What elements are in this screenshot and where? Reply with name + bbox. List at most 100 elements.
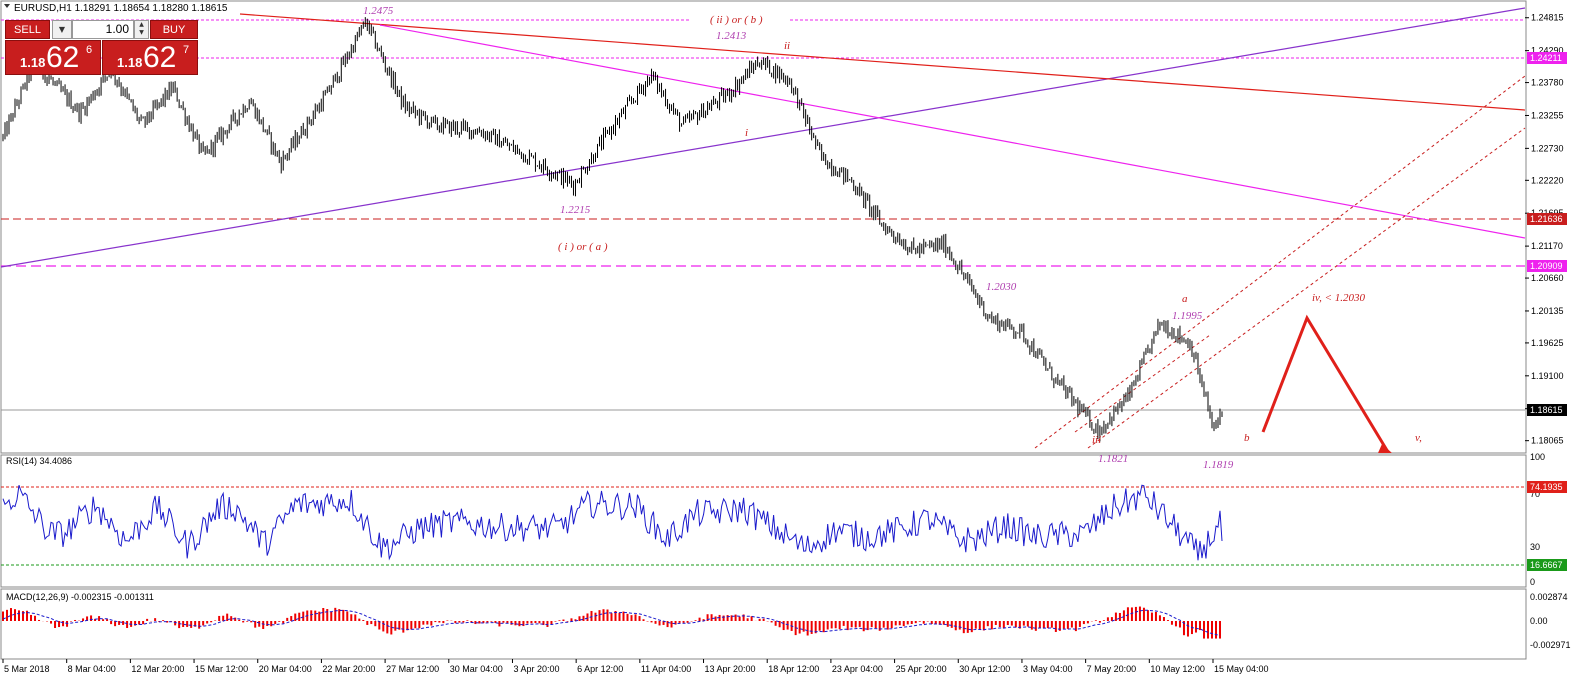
- annotation-1-2215: 1.2215: [560, 204, 591, 216]
- rsi-tag-upper-bg: [1527, 481, 1567, 493]
- macd-tick-bottom: -0.002971: [1530, 640, 1571, 650]
- rsi-tag-upper: 74.1935: [1530, 482, 1563, 492]
- price-tick-label: 1.22220: [1531, 175, 1564, 185]
- price-tag-121636-bg: [1527, 213, 1567, 225]
- volume-spinner[interactable]: ▲ ▼: [134, 20, 149, 39]
- buy-button[interactable]: BUY: [150, 20, 198, 39]
- price-tick-label: 1.22730: [1531, 143, 1564, 153]
- buy-price-sup: 7: [183, 44, 190, 56]
- price-tick-label: 1.19100: [1531, 371, 1564, 381]
- buy-price-prefix: 1.18: [117, 55, 143, 70]
- price-tag-120909: 1.20909: [1530, 261, 1563, 271]
- time-tick-label: 30 Mar 04:00: [450, 664, 503, 674]
- sell-button[interactable]: SELL: [5, 20, 50, 39]
- price-tag-124211: 1.24211: [1530, 53, 1562, 63]
- one-click-trading-panel: SELL ▼ 1.00 ▲ ▼ BUY 1.18 62 6 1.18 62 7: [5, 20, 198, 75]
- time-tick-label: 15 Mar 12:00: [195, 664, 248, 674]
- price-tag-124211-bg: [1527, 52, 1567, 64]
- time-tick-label: 3 May 04:00: [1023, 664, 1073, 674]
- time-tick-label: 7 May 20:00: [1087, 664, 1137, 674]
- time-tick-label: 3 Apr 20:00: [513, 664, 559, 674]
- time-tick-label: 25 Apr 20:00: [896, 664, 947, 674]
- annotation-1-1819: 1.1819: [1203, 459, 1234, 471]
- projection-arrowhead: [1378, 444, 1392, 453]
- sell-price-quote[interactable]: 1.18 62 6: [5, 40, 101, 75]
- chevron-down-icon[interactable]: ▼: [52, 20, 72, 39]
- price-axis: 1.24815 1.24290 1.23780 1.23255 1.22730 1.222…: [1525, 13, 1564, 446]
- price-tag-121636: 1.21636: [1530, 214, 1563, 224]
- spin-up-icon[interactable]: ▲: [139, 21, 144, 28]
- rsi-tick-0: 0: [1530, 577, 1535, 587]
- macd-pane[interactable]: [0, 588, 1527, 660]
- time-tick-label: 23 Apr 04:00: [832, 664, 883, 674]
- macd-tick-zero: 0.00: [1530, 616, 1548, 626]
- red-trendline[interactable]: [239, 13, 1526, 111]
- price-tick-label: 1.19625: [1531, 338, 1564, 348]
- price-tick-label: 1.24815: [1531, 13, 1564, 23]
- sell-price-prefix: 1.18: [20, 55, 46, 70]
- annotation-wave-ii-or-b: ( ii ) or ( b ): [710, 14, 763, 26]
- time-tick-label: 11 Apr 04:00: [641, 664, 691, 674]
- volume-input[interactable]: 1.00: [72, 20, 134, 39]
- macd-histogram: [2, 606, 1221, 639]
- price-tick-label: 1.23255: [1531, 110, 1564, 120]
- annotation-1-1995: 1.1995: [1172, 310, 1203, 322]
- annotation-wave-i-or-a: ( i ) or ( a ): [558, 241, 608, 253]
- annotation-1-2413: 1.2413: [716, 30, 747, 42]
- rsi-tick-30: 30: [1530, 542, 1540, 552]
- time-tick-label: 22 Mar 20:00: [322, 664, 375, 674]
- time-tick-label: 13 Apr 20:00: [705, 664, 756, 674]
- channel-line-lower[interactable]: [1087, 127, 1526, 449]
- price-tag-current-bg: [1527, 404, 1567, 416]
- time-tick-label: 6 Apr 12:00: [577, 664, 623, 674]
- price-tick-label: 1.23780: [1531, 78, 1564, 88]
- symbol-info: EURUSD,H1 1.18291 1.18654 1.18280 1.1861…: [14, 3, 228, 14]
- annotation-1-1821: 1.1821: [1098, 453, 1128, 465]
- price-tick-label: 1.20660: [1531, 273, 1564, 283]
- time-tick-label: 10 May 12:00: [1150, 664, 1205, 674]
- annotation-iii: iii: [1092, 434, 1101, 446]
- macd-tick-top: 0.002874: [1530, 592, 1568, 602]
- price-tick-label: 1.20135: [1531, 306, 1564, 316]
- time-tick-label: 27 Mar 12:00: [386, 664, 439, 674]
- annotation-1-2030: 1.2030: [986, 281, 1017, 293]
- spin-down-icon[interactable]: ▼: [139, 29, 144, 36]
- projection-path: [1261, 314, 1390, 453]
- channel-line-inner: [1074, 334, 1211, 433]
- time-tick-label: 15 May 04:00: [1214, 664, 1269, 674]
- time-tick-label: 8 Mar 04:00: [68, 664, 116, 674]
- rsi-line: [2, 484, 1223, 561]
- time-tick-label: 5 Mar 2018: [4, 664, 50, 674]
- macd-title: MACD(12,26,9) -0.002315 -0.001311: [6, 592, 154, 602]
- annotation-iv: iv, < 1.2030: [1312, 292, 1366, 304]
- rsi-tick-70: 70: [1530, 489, 1540, 499]
- symbol-dropdown-icon[interactable]: [4, 4, 10, 8]
- rsi-tick-100: 100: [1530, 452, 1545, 462]
- price-tag-120909-bg: [1527, 260, 1567, 272]
- price-tag-current: 1.18615: [1530, 405, 1563, 415]
- annotation-ii: ii: [784, 40, 790, 52]
- annotation-i: i: [745, 127, 748, 139]
- price-tick-label: 1.24290: [1531, 46, 1564, 56]
- rsi-polyline: [2, 484, 1223, 561]
- channel-line-upper[interactable]: [1034, 75, 1526, 449]
- time-tick-label: 20 Mar 04:00: [259, 664, 312, 674]
- rsi-pane[interactable]: [0, 454, 1527, 588]
- annotation-b: b: [1244, 432, 1250, 444]
- sell-price-sup: 6: [86, 44, 93, 56]
- time-tick-label: 30 Apr 12:00: [959, 664, 1010, 674]
- sell-price-big: 62: [46, 41, 80, 74]
- magenta-trendline[interactable]: [379, 24, 1526, 239]
- price-tick-label: 1.18065: [1531, 436, 1564, 446]
- main-pane[interactable]: [0, 0, 1527, 454]
- macd-signal-line: [2, 609, 1221, 636]
- rsi-tag-lower: 16.6667: [1530, 560, 1563, 570]
- price-tick-label: 1.21170: [1531, 241, 1563, 251]
- time-axis: 5 Mar 2018 8 Mar 04:00 12 Mar 20:00 15 Mar …: [2, 659, 1269, 674]
- buy-price-quote[interactable]: 1.18 62 7: [102, 40, 198, 75]
- purple-trendline[interactable]: [0, 7, 1526, 268]
- buy-price-big: 62: [143, 41, 177, 74]
- annotation-a: a: [1182, 293, 1188, 305]
- annotation-v: v,: [1415, 432, 1422, 444]
